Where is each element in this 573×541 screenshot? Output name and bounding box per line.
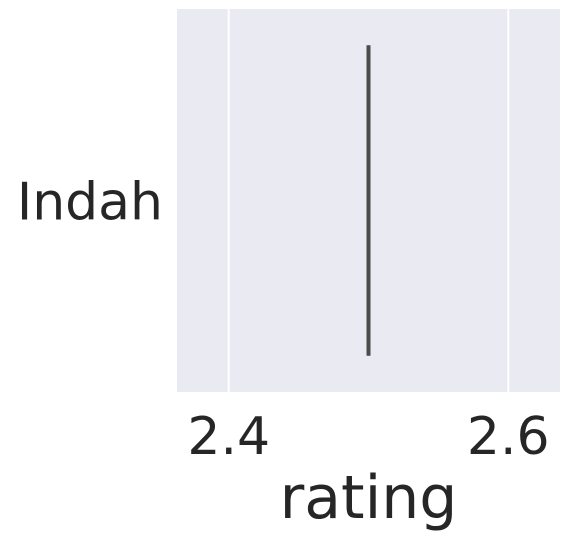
grid-lines [227, 9, 510, 392]
x-tick-label: 2.6 [467, 407, 550, 467]
x-tick-label: 2.4 [187, 407, 270, 467]
y-category-labels: Indah [17, 173, 163, 233]
x-axis-label: rating [280, 463, 458, 533]
x-tick-labels: 2.4 2.6 [187, 407, 549, 467]
y-category-label: Indah [17, 173, 163, 233]
